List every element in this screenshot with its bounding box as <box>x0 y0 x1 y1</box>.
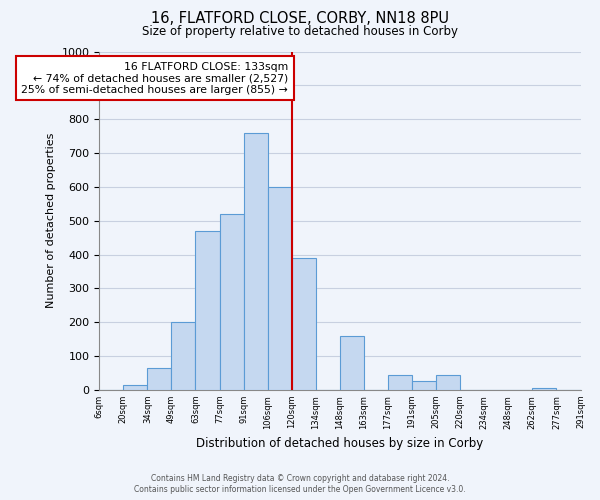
Text: Size of property relative to detached houses in Corby: Size of property relative to detached ho… <box>142 24 458 38</box>
Bar <box>292 258 316 390</box>
Bar <box>388 374 412 390</box>
Bar <box>532 388 556 390</box>
X-axis label: Distribution of detached houses by size in Corby: Distribution of detached houses by size … <box>196 437 484 450</box>
Text: Contains HM Land Registry data © Crown copyright and database right 2024.
Contai: Contains HM Land Registry data © Crown c… <box>134 474 466 494</box>
Bar <box>436 374 460 390</box>
Bar <box>196 231 220 390</box>
Bar <box>340 336 364 390</box>
Text: 16 FLATFORD CLOSE: 133sqm
← 74% of detached houses are smaller (2,527)
25% of se: 16 FLATFORD CLOSE: 133sqm ← 74% of detac… <box>22 62 288 95</box>
Bar <box>124 385 148 390</box>
Bar <box>172 322 196 390</box>
Text: 16, FLATFORD CLOSE, CORBY, NN18 8PU: 16, FLATFORD CLOSE, CORBY, NN18 8PU <box>151 11 449 26</box>
Bar <box>268 187 292 390</box>
Bar <box>220 214 244 390</box>
Bar <box>244 132 268 390</box>
Bar <box>148 368 172 390</box>
Bar <box>412 382 436 390</box>
Y-axis label: Number of detached properties: Number of detached properties <box>46 133 56 308</box>
